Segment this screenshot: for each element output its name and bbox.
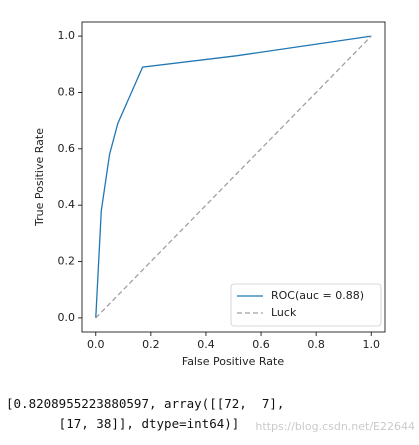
y-tick-label: 0.6 — [58, 142, 76, 155]
x-tick-label: 1.0 — [362, 338, 380, 351]
x-tick-label: 0.6 — [252, 338, 270, 351]
x-tick-label: 0.8 — [307, 338, 325, 351]
x-axis-label: False Positive Rate — [182, 355, 284, 368]
x-tick-label: 0.2 — [142, 338, 160, 351]
chart: False Positive Rate True Positive Rate 0… — [33, 21, 386, 368]
y-tick-label: 0.0 — [58, 311, 76, 324]
legend-label: Luck — [271, 306, 297, 319]
x-tick-label: 0.0 — [87, 338, 105, 351]
legend-box — [230, 283, 382, 327]
x-tick-label: 0.4 — [197, 338, 215, 351]
output-line: [0.8208955223880597, array([[72, 7], — [6, 396, 285, 411]
line — [95, 35, 372, 318]
y-tick-label: 0.4 — [58, 198, 76, 211]
y-axis-label: True Positive Rate — [33, 128, 46, 227]
legend-label: ROC(auc = 0.88) — [271, 289, 364, 302]
watermark: https://blog.csdn.net/E22644 — [255, 420, 415, 433]
line — [95, 35, 372, 319]
output-line: [17, 38]], dtype=int64)] — [6, 416, 240, 431]
y-tick-label: 1.0 — [58, 29, 76, 42]
y-tick-label: 0.8 — [58, 85, 76, 98]
axes-frame — [81, 21, 386, 333]
y-tick-label: 0.2 — [58, 255, 76, 268]
